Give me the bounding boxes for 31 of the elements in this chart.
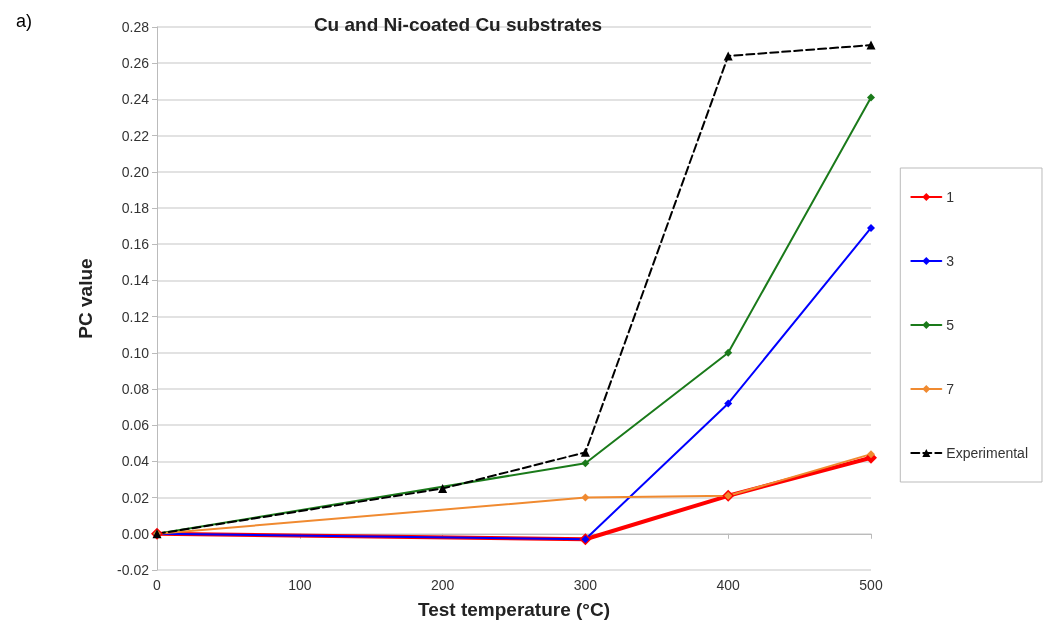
y-tick-label: 0.06 [121, 417, 150, 434]
legend-label: Experimental [946, 445, 1028, 461]
x-tick-label: 500 [859, 577, 883, 593]
legend-label: 3 [946, 253, 955, 269]
y-tick-label: 0.12 [121, 308, 150, 325]
x-tick-label: 0 [153, 577, 162, 593]
y-tick-label: 0.22 [121, 127, 150, 144]
y-tick-label: 0.26 [121, 55, 150, 72]
y-tick-label: 0.18 [121, 200, 150, 216]
y-tick-label: 0.24 [121, 91, 150, 108]
x-tick-label: 400 [716, 577, 741, 593]
x-tick-label: 300 [573, 577, 598, 593]
legend-label: 5 [946, 317, 955, 333]
y-tick-label: 0.08 [121, 381, 150, 397]
y-tick-label: 0.04 [121, 453, 150, 470]
y-tick-label: 0.20 [121, 163, 150, 180]
legend-label: 1 [946, 189, 955, 205]
y-tick-label: 0.00 [121, 525, 150, 542]
y-tick-label: 0.10 [121, 344, 150, 361]
legend-label: 7 [946, 381, 955, 397]
chart-title: Cu and Ni-coated Cu substrates [313, 14, 603, 35]
y-axis-title: PC value [75, 258, 96, 339]
x-tick-label: 100 [288, 577, 312, 593]
x-axis-title: Test temperature (°C) [417, 599, 611, 620]
y-tick-label: 0.14 [121, 272, 150, 289]
y-tick-label: 0.16 [121, 236, 150, 253]
y-tick-label: 0.02 [121, 489, 150, 506]
x-tick-label: 200 [430, 577, 455, 593]
y-tick-label: -0.02 [117, 562, 150, 578]
y-tick-label: 0.28 [121, 19, 150, 35]
text: a) [16, 11, 33, 31]
